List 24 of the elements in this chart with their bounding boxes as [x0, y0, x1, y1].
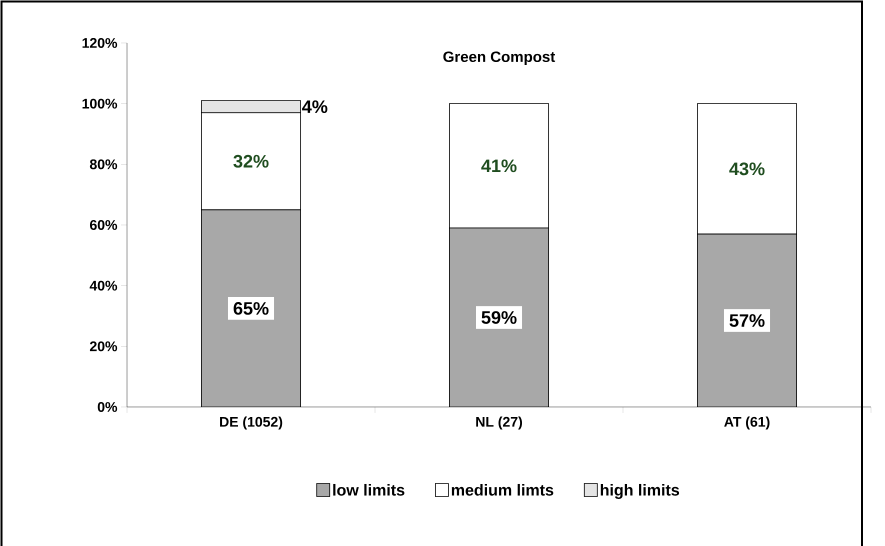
data-label: 43% [729, 162, 765, 176]
bar [697, 234, 798, 407]
y-tick-label: 120% [82, 38, 118, 48]
data-label: 59% [482, 311, 517, 324]
x-tick-label: NL (27) [476, 416, 522, 430]
text: Green Compost [443, 51, 556, 66]
y-tick-label: 0% [98, 402, 118, 412]
data-label: 4% [302, 100, 328, 114]
bar [201, 209, 302, 407]
x-tick-label: DE (1052) [220, 416, 282, 430]
y-tick-label: 40% [90, 280, 118, 291]
legend-label: low limits [333, 484, 404, 496]
x-tick-label: AT (61) [724, 416, 770, 430]
data-label: 32% [233, 154, 269, 168]
y-tick-label: 60% [90, 220, 118, 230]
legend-label: medium limts [452, 484, 554, 496]
data-label: 57% [730, 314, 765, 327]
bar [449, 228, 550, 407]
data-label: 41% [481, 159, 517, 172]
y-tick-label: 100% [82, 98, 118, 109]
legend-label: high limits [600, 484, 680, 499]
y-tick-label: 20% [90, 341, 118, 352]
y-tick-label: 80% [90, 159, 118, 170]
data-label: 65% [234, 302, 269, 315]
